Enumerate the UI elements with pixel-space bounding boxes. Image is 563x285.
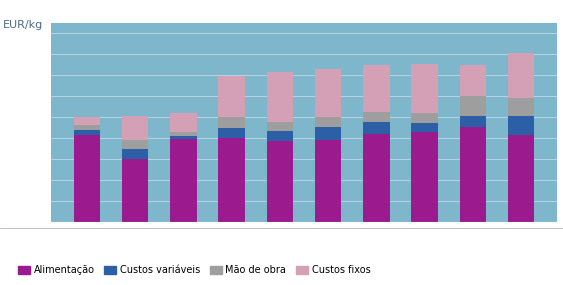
Bar: [363, 121, 390, 134]
Bar: [459, 65, 486, 96]
Bar: [363, 65, 390, 112]
Bar: [412, 132, 438, 222]
Bar: [508, 53, 534, 98]
Bar: [74, 125, 100, 130]
Bar: [122, 141, 149, 149]
Bar: [74, 135, 100, 222]
Bar: [412, 123, 438, 132]
Bar: [170, 139, 196, 222]
Bar: [267, 141, 293, 222]
Bar: [363, 134, 390, 222]
Text: EUR/kg: EUR/kg: [3, 20, 43, 30]
Bar: [218, 128, 245, 138]
Bar: [122, 159, 149, 222]
Legend: Alimentação, Custos variáveis, Mão de obra, Custos fixos: Alimentação, Custos variáveis, Mão de ob…: [16, 263, 372, 277]
Bar: [315, 117, 341, 127]
Bar: [122, 116, 149, 141]
Bar: [315, 141, 341, 222]
Bar: [218, 138, 245, 222]
Bar: [315, 127, 341, 141]
Bar: [267, 121, 293, 131]
Bar: [218, 76, 245, 117]
Bar: [412, 113, 438, 123]
Bar: [459, 96, 486, 116]
Bar: [267, 131, 293, 141]
Bar: [218, 117, 245, 128]
Bar: [267, 72, 293, 121]
Bar: [459, 116, 486, 127]
Bar: [508, 135, 534, 222]
Bar: [363, 112, 390, 121]
Bar: [170, 113, 196, 132]
Bar: [74, 130, 100, 135]
Bar: [170, 136, 196, 139]
Bar: [508, 98, 534, 116]
Bar: [412, 64, 438, 113]
Bar: [508, 116, 534, 135]
Bar: [315, 69, 341, 117]
Bar: [459, 127, 486, 222]
Bar: [74, 117, 100, 125]
Bar: [122, 149, 149, 159]
Bar: [170, 132, 196, 136]
